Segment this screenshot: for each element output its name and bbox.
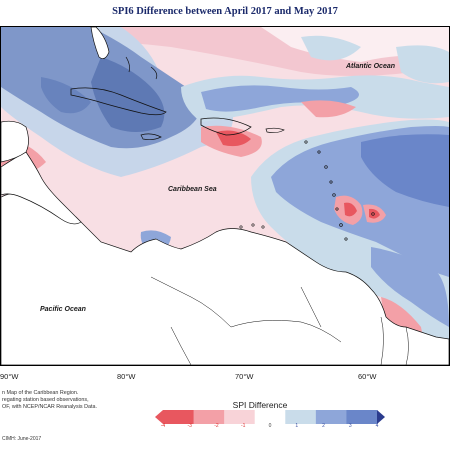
atlantic-ne-light-blue: [396, 45, 449, 84]
jamaica-outline: [140, 133, 162, 141]
atlantic-blue-band: [201, 85, 359, 112]
lesser-antilles: [304, 140, 375, 241]
colorbar-tick-label: 1: [295, 423, 299, 429]
cuba-dark-blue-zone: [91, 57, 165, 132]
credit-text: n Map of the Caribbean Region. regating …: [2, 390, 97, 412]
colorbar-arrow-left: [155, 410, 163, 424]
atlantic-pink-patch: [301, 100, 356, 118]
cuba-outline: [70, 87, 167, 116]
credit-line: n Map of the Caribbean Region.: [2, 390, 79, 396]
colorbar-tick-label: 0: [268, 423, 272, 429]
colorbar-tick-label: 3: [348, 423, 352, 429]
colorbar-arrow-right: [377, 410, 385, 424]
colorbar-cell: [285, 410, 317, 424]
colorbar-cell: [315, 410, 347, 424]
florida-land: [90, 27, 110, 59]
colorbar-cell: [224, 410, 256, 424]
colorbar-cell: [163, 410, 195, 424]
longitude-80w: 80°W: [117, 372, 136, 381]
central-america-land: [1, 151, 82, 225]
colorbar-tick-label: -1: [241, 423, 246, 429]
map-svg: [1, 27, 449, 365]
hispaniola-outline: [200, 117, 252, 136]
windward-red-core: [344, 202, 357, 217]
colorbar-tick-label: -4: [160, 423, 166, 429]
country-borders: [150, 276, 409, 365]
yucatan-blue-zone: [41, 77, 91, 114]
pacific-ocean-label: Pacific Ocean: [40, 306, 86, 313]
colorbar-tick-label: -3: [187, 423, 192, 429]
bahamas-outline: [125, 56, 130, 73]
puerto-rico-outline: [265, 127, 285, 134]
colorbar-tick-label: -2: [214, 423, 219, 429]
atlantic-light-blue-patch: [301, 35, 361, 61]
colorbar: [155, 410, 385, 424]
longitude-60w: 60°W: [358, 372, 377, 381]
south-america-land: [1, 192, 449, 365]
credit-line: regating station based observations,: [2, 397, 89, 404]
credit-line: OF, with NCEP/NCAR Reanalysis Data.: [2, 404, 97, 411]
map-title: SPI6 Difference between April 2017 and M…: [112, 6, 338, 17]
east-dark-blue-zone: [361, 134, 449, 207]
caribbean-sea-label: Caribbean Sea: [168, 186, 217, 193]
yucatan-land: [1, 120, 29, 163]
colorbar-cell: [254, 410, 286, 424]
abc-islands: [239, 223, 265, 229]
colorbar-tick-label: 2: [322, 423, 325, 429]
longitude-90w: 90°W: [0, 372, 19, 381]
guiana-blue-zone: [371, 247, 449, 327]
atlantic-ocean-label: Atlantic Ocean: [346, 63, 396, 70]
colorbar-cell: [193, 410, 225, 424]
colorbar-tick-label: 4: [375, 423, 379, 429]
legend-title: SPI Difference: [232, 400, 288, 410]
longitude-70w: 70°W: [235, 372, 254, 381]
map-canvas: [0, 26, 450, 366]
colorbar-cell: [346, 410, 378, 424]
bahamas-outline-2: [150, 66, 158, 80]
producer-label: CIMH: June-2017: [2, 436, 42, 442]
